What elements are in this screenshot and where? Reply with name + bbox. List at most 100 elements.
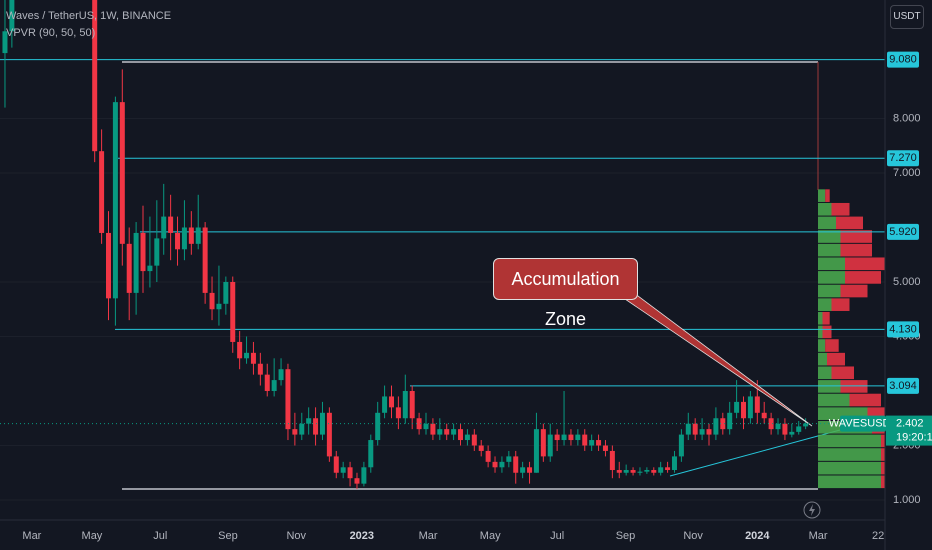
vpvr-up <box>818 380 841 393</box>
vpvr-down <box>840 380 868 393</box>
symbol-title: Waves / TetherUS, 1W, BINANCE <box>6 10 172 22</box>
y-tick-label: 7.000 <box>893 167 921 179</box>
vpvr-down <box>822 325 832 339</box>
candle-body <box>299 423 305 435</box>
candle-body <box>306 418 312 424</box>
symbol-label: WAVESUSDT <box>829 417 898 429</box>
vpvr-up <box>818 461 881 475</box>
x-tick-label: Mar <box>22 530 41 542</box>
level-label: 7.270 <box>889 152 917 164</box>
candle-body <box>368 440 374 468</box>
vpvr-down <box>831 202 850 216</box>
candle-body <box>699 429 705 435</box>
candle-body <box>437 429 443 435</box>
level-label-bg <box>887 377 919 394</box>
candle-body <box>651 470 657 473</box>
candle-body <box>506 456 512 462</box>
candle-body <box>582 434 588 446</box>
candle-body <box>133 232 139 293</box>
vpvr-down <box>881 434 885 448</box>
candle-body <box>527 467 533 473</box>
replay-icon[interactable] <box>809 504 815 516</box>
vpvr-up <box>818 325 823 339</box>
annotation-arrow <box>621 289 813 427</box>
vpvr-up <box>818 284 841 298</box>
candle-body <box>685 423 691 435</box>
x-tick-label: May <box>82 530 103 542</box>
vpvr-down <box>840 230 872 243</box>
candle-body <box>112 102 118 299</box>
candle-body <box>161 216 167 239</box>
currency-button[interactable]: USDT <box>890 5 924 29</box>
vpvr-down <box>881 461 885 475</box>
vpvr-down <box>836 216 863 230</box>
candle-body <box>175 232 181 250</box>
candle-body <box>596 440 602 446</box>
candle-body <box>458 429 464 441</box>
x-tick-label: Nov <box>683 530 703 542</box>
candle-body <box>478 445 484 451</box>
vpvr-up <box>818 366 832 380</box>
candle-body <box>237 341 243 359</box>
candle-body <box>388 396 394 408</box>
vpvr-up <box>818 189 826 202</box>
candle-body <box>568 434 574 441</box>
candle-body <box>382 396 388 413</box>
candle-body <box>637 471 643 473</box>
candle-body <box>354 478 360 484</box>
candle-body <box>775 423 781 430</box>
candle-body <box>423 423 429 430</box>
y-tick-label: 8.000 <box>893 112 921 124</box>
candle-body <box>209 292 215 310</box>
vpvr-down <box>881 448 885 461</box>
candle-body <box>754 396 760 413</box>
candle-body <box>395 407 401 419</box>
candle-body <box>547 434 553 457</box>
vpvr-down <box>827 352 845 366</box>
x-tick-label: 2023 <box>350 530 374 542</box>
level-label-bg <box>887 51 919 68</box>
candle-body <box>761 412 767 419</box>
candle-body <box>727 412 733 430</box>
level-label-bg <box>887 223 919 240</box>
candle-body <box>278 369 284 381</box>
candle-body <box>147 265 153 272</box>
candle-body <box>313 418 319 435</box>
candle-body <box>720 418 726 430</box>
candle-body <box>540 429 546 457</box>
candle-body <box>782 423 788 435</box>
candle-body <box>589 440 595 446</box>
candle-body <box>485 450 491 462</box>
x-tick-label: 2024 <box>745 530 770 542</box>
level-label: 9.080 <box>889 54 917 66</box>
candle-body <box>119 102 125 244</box>
candle-body <box>140 232 146 272</box>
candle-body <box>250 352 256 364</box>
candle-body <box>796 426 802 432</box>
candle-body <box>271 380 277 391</box>
vpvr-up <box>818 339 826 352</box>
candle-body <box>326 412 332 457</box>
candle-body <box>706 429 712 435</box>
candle-body <box>9 0 15 32</box>
candle-body <box>533 429 539 473</box>
candle-body <box>803 423 809 427</box>
vpvr-up <box>818 271 845 284</box>
last-price-bg <box>886 415 932 446</box>
x-tick-label: Nov <box>286 530 306 542</box>
candle-body <box>734 401 740 413</box>
replay-icon[interactable] <box>803 501 821 519</box>
annotation-callout[interactable]: Accumulation Zone <box>493 258 638 329</box>
candle-body <box>575 434 581 441</box>
candle-body <box>264 374 270 391</box>
candle-body <box>244 352 250 359</box>
vpvr-down <box>881 475 885 489</box>
candle-body <box>216 303 222 310</box>
candle-body <box>671 456 677 471</box>
candle-body <box>609 450 615 471</box>
vpvr-up <box>818 448 881 461</box>
candle-body <box>789 431 795 435</box>
vpvr-up <box>818 311 823 325</box>
candle-body <box>181 227 187 250</box>
candle-body <box>375 412 381 441</box>
